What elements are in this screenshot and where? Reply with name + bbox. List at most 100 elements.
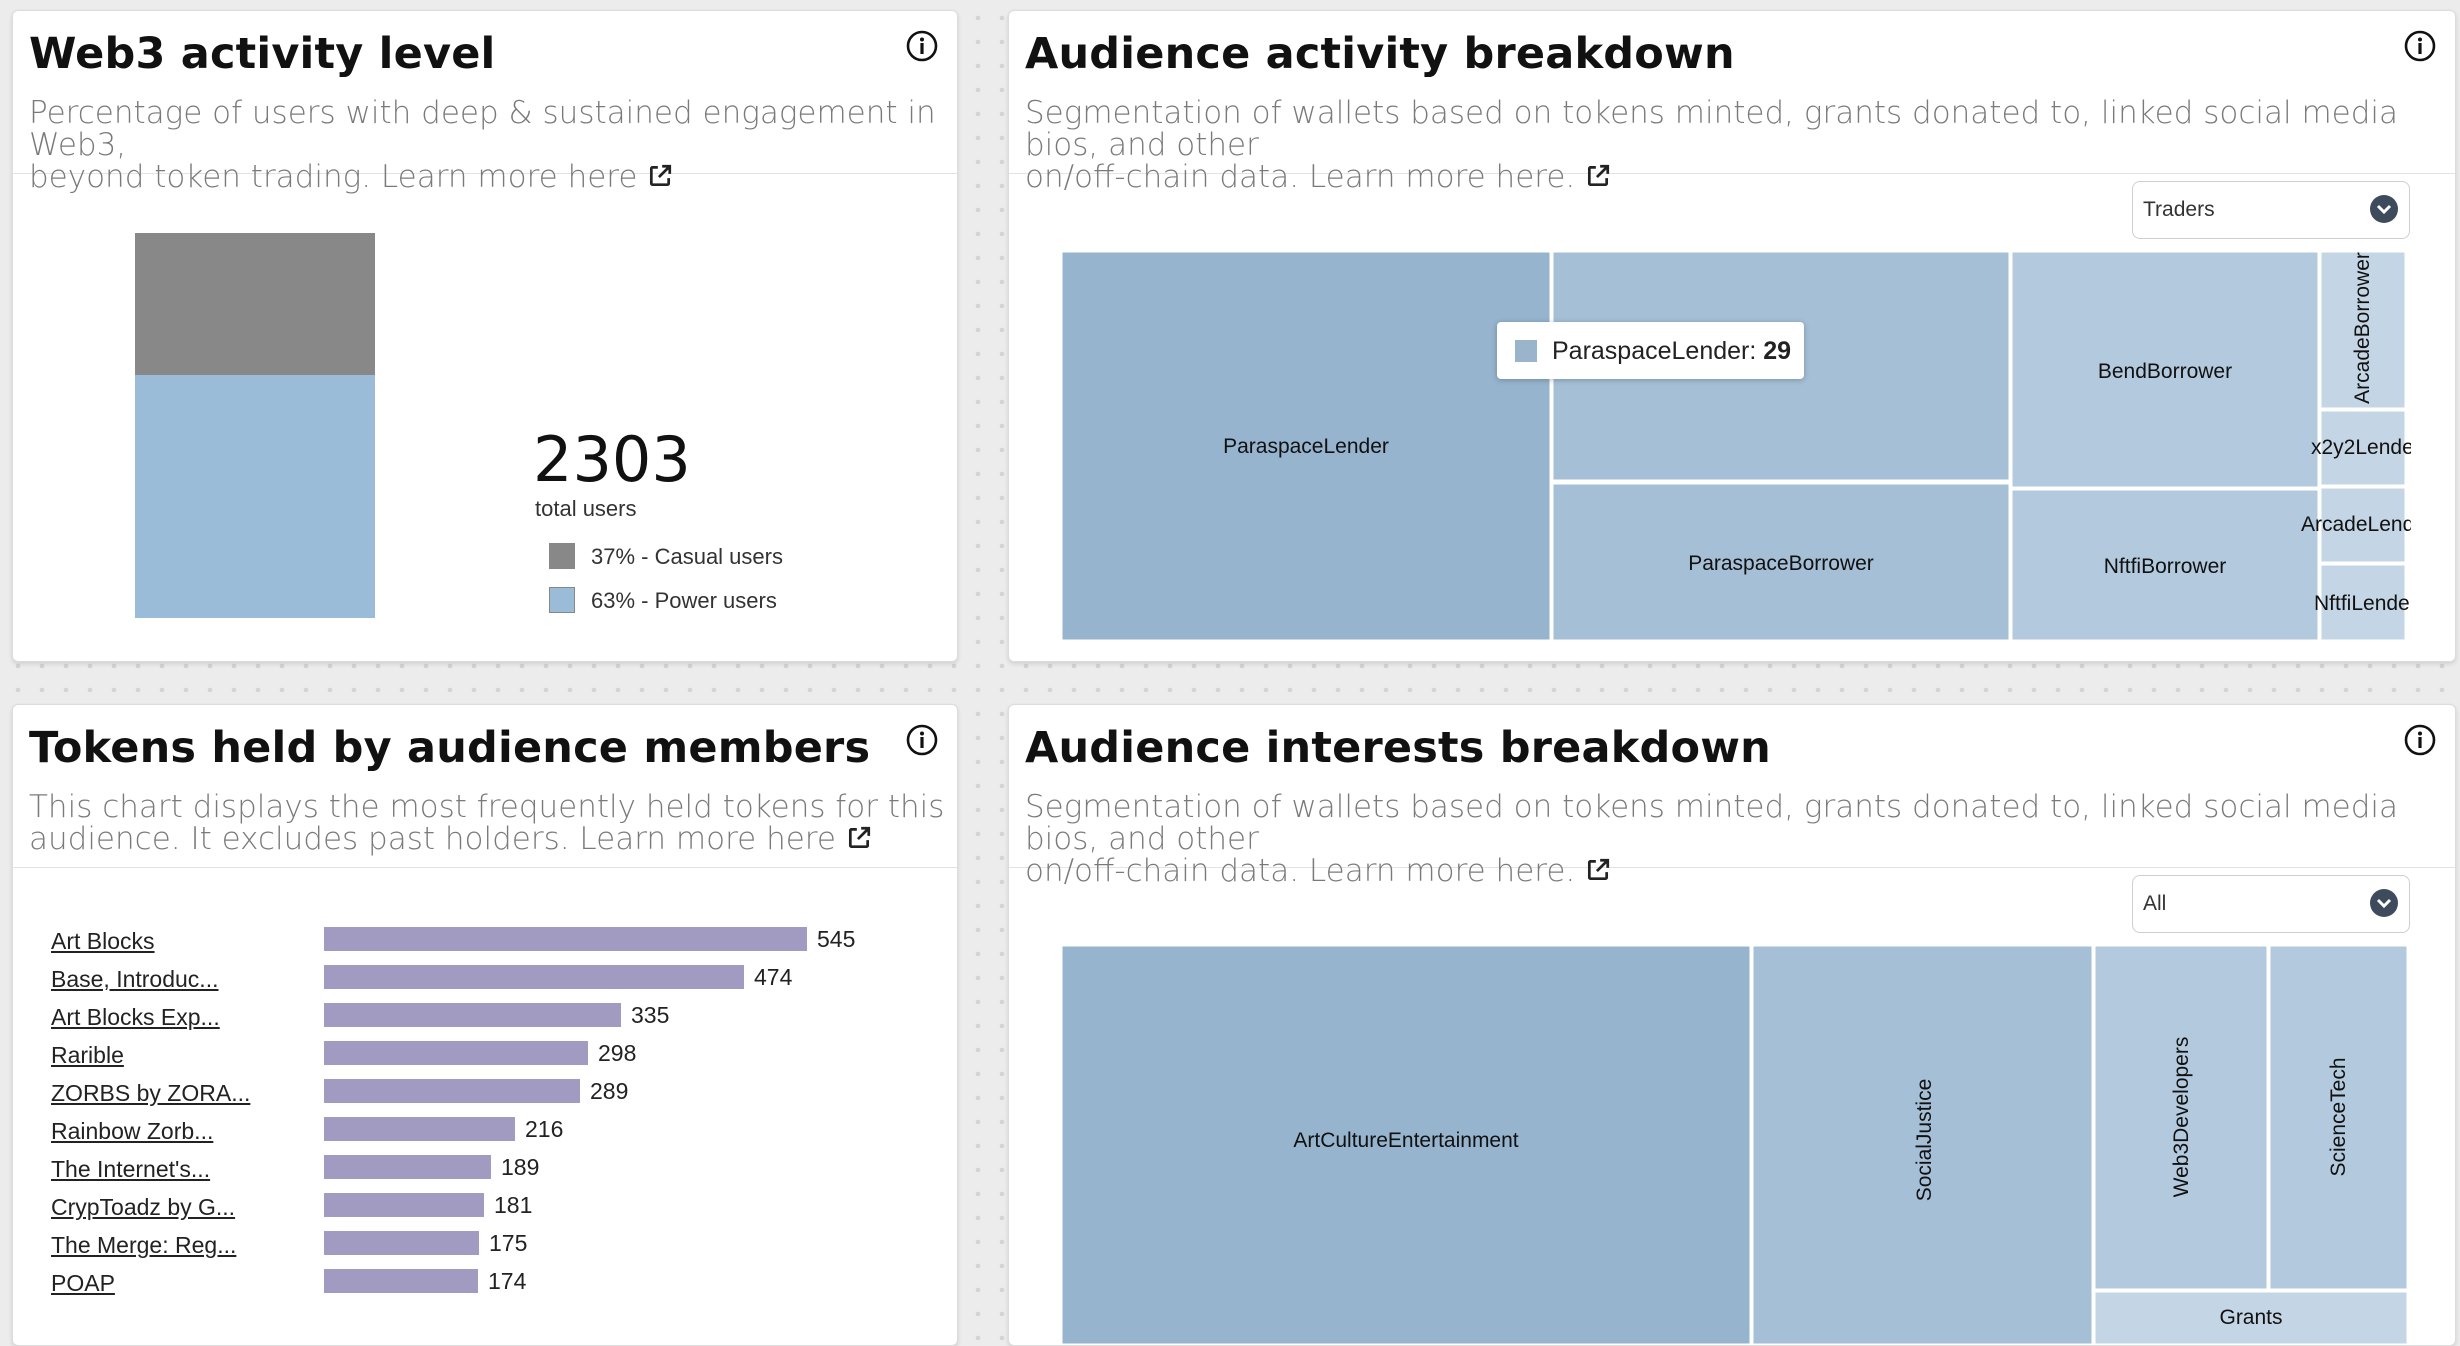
treemap-cell-arcadeborrower[interactable]	[2318, 251, 2408, 411]
token-bar[interactable]	[324, 1117, 515, 1141]
treemap-cell-artcultureentertainment[interactable]	[1061, 945, 1753, 1345]
treemap-label: ScienceTech	[2327, 1057, 2350, 1176]
tooltip-swatch	[1515, 340, 1537, 362]
treemap-label: ArtCultureEntertainment	[1293, 1129, 1518, 1152]
info-icon[interactable]	[905, 29, 939, 63]
description-line-2[interactable]: on/off-chain data. Learn more here.	[1025, 161, 2455, 193]
token-bar[interactable]	[324, 1079, 580, 1103]
token-label[interactable]: Art Blocks	[51, 928, 155, 954]
select-value: All	[2143, 892, 2167, 915]
treemap-label: Grants	[2219, 1306, 2282, 1329]
bar-segment-power[interactable]	[135, 375, 375, 618]
treemap-cell-paraspaceborrower[interactable]	[1550, 481, 2012, 643]
treemap-label: NftfiBorrower	[2104, 555, 2227, 578]
card-title: Audience interests breakdown	[1025, 723, 1771, 773]
token-value: 174	[488, 1268, 527, 1294]
bar-segment-casual[interactable]	[135, 233, 375, 375]
token-bar[interactable]	[324, 1269, 478, 1293]
treemap-label: NftfiLender	[2314, 592, 2411, 615]
treemap-tooltip: ParaspaceLender: 29	[1497, 322, 1804, 379]
treemap-label: Web3Developers	[2170, 1037, 2193, 1198]
treemap-label: BendBorrower	[2098, 360, 2232, 383]
token-bar[interactable]	[324, 927, 807, 951]
tokens-held-card: Tokens held by audience members This cha…	[12, 704, 958, 1346]
stacked-bar-chart	[135, 233, 375, 618]
treemap-label: ParaspaceLender	[1223, 435, 1389, 458]
token-label[interactable]: POAP	[51, 1270, 115, 1296]
learn-more-link[interactable]: beyond token trading. Learn more here	[29, 159, 638, 195]
tooltip-value: 29	[1763, 337, 1792, 365]
chevron-down-icon[interactable]	[2369, 194, 2399, 224]
token-bar[interactable]	[324, 965, 744, 989]
total-users-count: 2303	[533, 423, 691, 496]
chevron-down-icon[interactable]	[2369, 888, 2399, 918]
card-title: Web3 activity level	[29, 29, 496, 79]
learn-more-link[interactable]: on/off-chain data. Learn more here.	[1025, 853, 1576, 889]
card-description: This chart displays the most frequently …	[29, 791, 944, 855]
token-value: 175	[489, 1230, 528, 1256]
treemap-cell-nftfiborrower[interactable]	[2009, 487, 2321, 643]
description-line-1: This chart displays the most frequently …	[29, 789, 945, 825]
legend-label: 37% - Casual users	[591, 544, 783, 569]
token-value: 189	[501, 1154, 540, 1180]
card-header: Web3 activity level Percentage of users …	[13, 11, 957, 193]
description-line-1: Segmentation of wallets based on tokens …	[1025, 789, 2399, 857]
external-link-icon[interactable]	[647, 163, 673, 189]
card-title: Audience activity breakdown	[1025, 29, 1735, 79]
description-line-2[interactable]: audience. It excludes past holders. Lear…	[29, 823, 944, 855]
treemap-label: ArcadeBorrower	[2351, 252, 2374, 404]
interests-filter-select[interactable]: All	[2132, 875, 2410, 933]
treemap-label: x2y2Lende	[2311, 436, 2411, 459]
token-bar[interactable]	[324, 1041, 588, 1065]
token-label[interactable]: CrypToadz by G...	[51, 1194, 236, 1220]
total-users-label: total users	[535, 496, 637, 521]
card-header: Audience activity breakdown Segmentation…	[1009, 11, 2455, 193]
token-bar[interactable]	[324, 1003, 621, 1027]
tokens-bar-chart: Art Blocks 545 Base, Introduc... 474 Art Blo…	[13, 705, 957, 1345]
treemap-cell-socialjustice[interactable]	[1750, 945, 2095, 1345]
card-title: Tokens held by audience members	[29, 723, 871, 773]
info-icon[interactable]	[2403, 723, 2437, 757]
token-label[interactable]: Art Blocks Exp...	[51, 1004, 220, 1030]
activity-filter-select[interactable]: Traders	[2132, 181, 2410, 239]
token-value: 216	[525, 1116, 564, 1142]
description-line-2[interactable]: on/off-chain data. Learn more here.	[1025, 855, 2455, 887]
token-label[interactable]: Rainbow Zorb...	[51, 1118, 214, 1144]
treemap-cell-arcadelender[interactable]	[2318, 485, 2408, 565]
card-description: Percentage of users with deep & sustaine…	[29, 97, 957, 193]
treemap-label: ArcadeLend	[2301, 513, 2411, 536]
token-label[interactable]: The Merge: Reg...	[51, 1232, 237, 1258]
treemap-cell-paraspacelender[interactable]	[1061, 251, 1553, 643]
token-label[interactable]: ZORBS by ZORA...	[51, 1080, 251, 1106]
external-link-icon[interactable]	[1585, 163, 1611, 189]
select-value: Traders	[2143, 198, 2215, 221]
card-header: Tokens held by audience members This cha…	[13, 705, 957, 868]
token-label[interactable]: Base, Introduc...	[51, 966, 219, 992]
token-bar[interactable]	[324, 1155, 491, 1179]
token-bar[interactable]	[324, 1231, 479, 1255]
legend-power: 63% - Power users	[549, 587, 777, 614]
token-label[interactable]: The Internet's...	[51, 1156, 211, 1182]
learn-more-link[interactable]: audience. It excludes past holders. Lear…	[29, 821, 836, 857]
treemap-cell-bendborrower[interactable]	[2009, 251, 2321, 490]
external-link-icon[interactable]	[1585, 857, 1611, 883]
info-icon[interactable]	[905, 723, 939, 757]
activity-treemap: ParaspaceLender nder ParaspaceBorrower B…	[1061, 251, 2411, 643]
info-icon[interactable]	[2403, 29, 2437, 63]
treemap-cell-x2y2lender[interactable]	[2318, 408, 2408, 488]
token-value: 181	[494, 1192, 533, 1218]
card-description: Segmentation of wallets based on tokens …	[1025, 791, 2455, 887]
token-bar[interactable]	[324, 1193, 484, 1217]
token-label[interactable]: Rarible	[51, 1042, 124, 1068]
treemap-label: SocialJustice	[1913, 1079, 1936, 1202]
token-value: 289	[590, 1078, 629, 1104]
treemap-cell-nftfilender[interactable]	[2318, 562, 2408, 643]
description-line-2[interactable]: beyond token trading. Learn more here	[29, 161, 957, 193]
card-header: Audience interests breakdown Segmentatio…	[1009, 705, 2455, 887]
learn-more-link[interactable]: on/off-chain data. Learn more here.	[1025, 159, 1576, 195]
token-value: 545	[817, 926, 856, 952]
tooltip-text: ParaspaceLender: 29	[1552, 337, 1791, 366]
external-link-icon[interactable]	[846, 825, 872, 851]
interests-treemap: ArtCultureEntertainment SocialJustice We…	[1061, 945, 2410, 1345]
legend-label: 63% - Power users	[591, 588, 777, 613]
